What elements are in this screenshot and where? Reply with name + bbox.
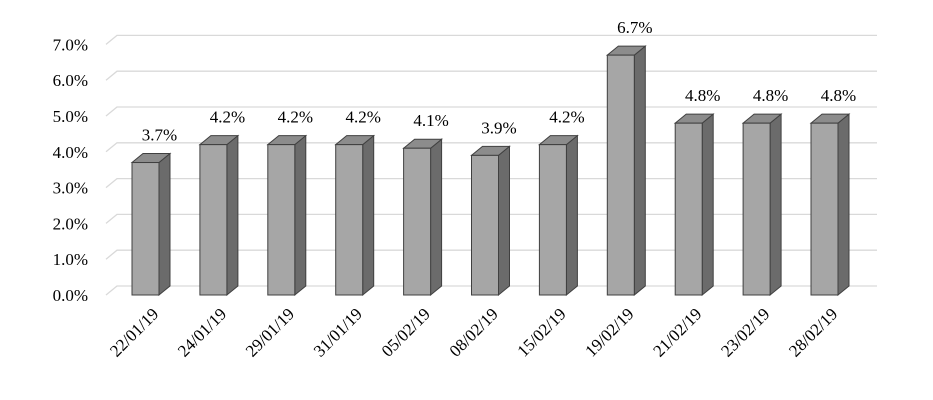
x-tick-label: 29/01/19 <box>242 304 298 360</box>
y-tick-label: 4.0% <box>53 143 88 162</box>
data-label: 4.2% <box>345 108 380 127</box>
bar <box>537 134 579 297</box>
data-label: 3.9% <box>481 118 516 137</box>
gridlines <box>105 34 877 296</box>
x-tick-label: 24/01/19 <box>174 304 230 360</box>
data-label: 4.2% <box>210 108 245 127</box>
x-tick-label: 15/02/19 <box>514 304 570 360</box>
data-label: 4.8% <box>821 86 856 105</box>
x-tick-label: 08/02/19 <box>446 304 502 360</box>
bar <box>605 45 647 297</box>
bar <box>266 134 308 297</box>
data-label: 4.8% <box>753 86 788 105</box>
x-axis-categories: 22/01/19 24/01/19 29/01/19 31/01/19 05/02/19… <box>106 304 841 360</box>
x-tick-label: 31/01/19 <box>310 304 366 360</box>
x-tick-label: 19/02/19 <box>581 304 637 360</box>
bar <box>809 113 851 297</box>
y-tick-label: 3.0% <box>53 179 88 198</box>
data-label: 4.1% <box>413 111 448 130</box>
x-tick-label: 21/02/19 <box>649 304 705 360</box>
y-tick-label: 7.0% <box>53 35 88 54</box>
bars <box>130 45 851 297</box>
bar <box>470 145 511 297</box>
y-tick-label: 6.0% <box>53 71 88 90</box>
bar <box>334 134 376 297</box>
data-label: 3.7% <box>142 126 177 145</box>
x-tick-label: 05/02/19 <box>378 304 434 360</box>
data-label: 4.8% <box>685 86 720 105</box>
data-label: 6.7% <box>617 18 652 37</box>
bar <box>198 134 240 297</box>
data-label: 4.2% <box>549 108 584 127</box>
x-tick-label: 22/01/19 <box>106 304 162 360</box>
bar <box>673 113 715 297</box>
x-tick-label: 23/02/19 <box>717 304 773 360</box>
gridline <box>105 70 877 81</box>
bar <box>402 138 444 297</box>
y-tick-label: 0.0% <box>53 286 88 305</box>
y-axis-ticks: 0.0% 1.0% 2.0% 3.0% 4.0% 5.0% 6.0% 7.0% <box>53 35 88 305</box>
y-tick-label: 2.0% <box>53 214 88 233</box>
y-tick-label: 5.0% <box>53 107 88 126</box>
x-tick-label: 28/02/19 <box>785 304 841 360</box>
data-labels: 3.7% 4.2% 4.2% 4.2% 4.1% 3.9% 4.2% 6.7% 4.8% 4.8%… <box>142 18 856 144</box>
bar <box>130 152 172 297</box>
data-label: 4.2% <box>278 108 313 127</box>
gridline <box>105 34 877 45</box>
bar <box>741 113 783 297</box>
y-tick-label: 1.0% <box>53 250 88 269</box>
